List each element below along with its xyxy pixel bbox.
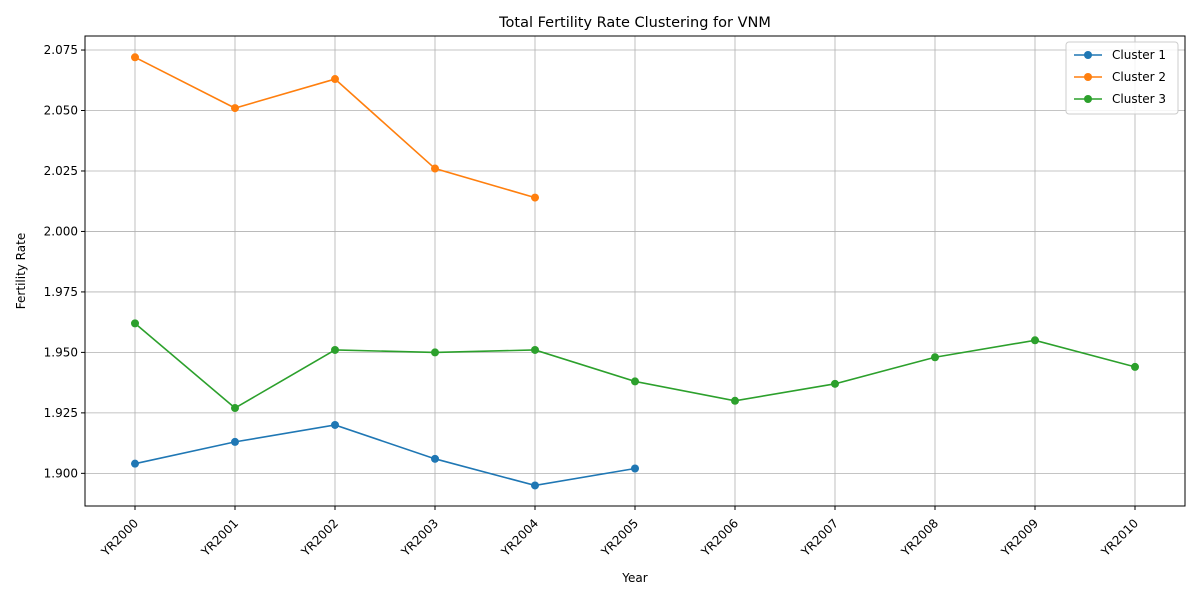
x-axis-label: Year <box>621 571 647 585</box>
data-point <box>331 75 339 84</box>
data-point <box>931 353 939 362</box>
data-point <box>631 377 639 386</box>
y-tick-label: 1.975 <box>44 285 78 299</box>
legend-label: Cluster 2 <box>1112 70 1166 84</box>
legend-label: Cluster 3 <box>1112 92 1166 106</box>
grid <box>85 36 1185 506</box>
x-tick-label: YR2007 <box>798 516 841 559</box>
data-point <box>231 104 239 113</box>
data-point <box>1131 362 1139 371</box>
data-point <box>131 53 139 62</box>
data-point <box>531 193 539 202</box>
series-2 <box>131 53 539 202</box>
data-point <box>531 345 539 354</box>
x-tick-label: YR2001 <box>198 516 241 559</box>
x-tick-label: YR2006 <box>698 516 741 559</box>
y-tick-label: 2.050 <box>44 104 78 118</box>
series-layer <box>131 53 1139 490</box>
series-line <box>134 424 636 487</box>
legend-marker <box>1084 95 1092 103</box>
data-point <box>431 348 439 357</box>
x-tick-label: YR2002 <box>298 516 341 559</box>
series-1 <box>131 420 639 490</box>
data-point <box>431 454 439 463</box>
y-tick-label: 2.025 <box>44 164 78 178</box>
data-point <box>631 464 639 473</box>
y-axis-label: Fertility Rate <box>14 233 28 309</box>
data-point <box>431 164 439 173</box>
data-point <box>1031 336 1039 345</box>
y-tick-label: 1.900 <box>44 466 78 480</box>
data-point <box>731 396 739 405</box>
x-tick-label: YR2004 <box>498 516 541 559</box>
x-tick-label: YR2008 <box>898 516 941 559</box>
x-tick-label: YR2000 <box>98 516 141 559</box>
series-3 <box>131 319 1139 413</box>
chart-title: Total Fertility Rate Clustering for VNM <box>498 15 771 31</box>
x-tick-label: YR2005 <box>598 516 641 559</box>
data-point <box>331 420 339 429</box>
data-point <box>831 379 839 388</box>
data-point <box>331 345 339 354</box>
data-point <box>231 404 239 413</box>
y-tick-label: 1.925 <box>44 406 78 420</box>
legend-marker <box>1084 51 1092 59</box>
x-tick-label: YR2009 <box>998 516 1041 559</box>
legend: Cluster 1 Cluster 2 Cluster 3 <box>1065 41 1179 115</box>
y-tick-label: 2.000 <box>44 224 78 238</box>
y-tick-label: 1.950 <box>44 345 78 359</box>
legend-box <box>1065 41 1179 115</box>
x-tick-label: YR2003 <box>398 516 441 559</box>
y-tick-label: 2.075 <box>44 43 78 57</box>
x-tick-label: YR2010 <box>1098 516 1141 559</box>
legend-marker <box>1084 73 1092 81</box>
x-axis-ticks: YR2000 YR2001 YR2002 YR2003 YR2004 YR2005 YR20… <box>98 506 1141 560</box>
legend-label: Cluster 1 <box>1112 48 1166 62</box>
data-point <box>531 481 539 490</box>
y-axis-ticks: 1.900 1.925 1.950 1.975 2.000 2.025 2.050 2.075 <box>44 43 85 480</box>
data-point <box>131 459 139 468</box>
data-point <box>131 319 139 328</box>
data-point <box>231 437 239 446</box>
